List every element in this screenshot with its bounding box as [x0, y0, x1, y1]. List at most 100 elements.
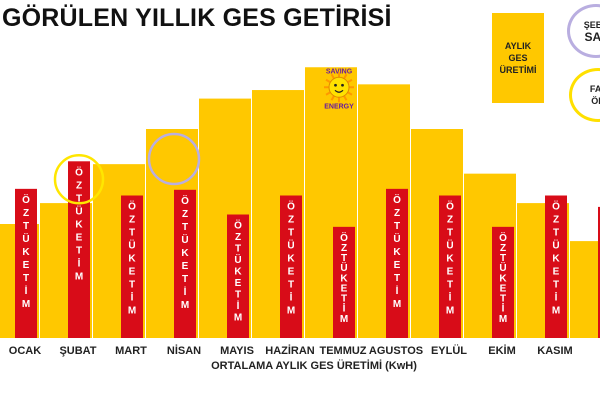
bar-text-char: K — [446, 254, 454, 265]
bar-text-char: T — [23, 221, 29, 232]
chart-title: GÖRÜLEN YILLIK GES GETİRİSİ — [2, 4, 392, 32]
sun-ray — [325, 91, 331, 96]
bar-text-char: Ü — [499, 261, 506, 274]
bar-text-char: M — [446, 306, 454, 317]
bar-text-char: Z — [235, 232, 241, 243]
category-label-ocak: OCAK — [9, 345, 41, 357]
sun-smile — [334, 89, 344, 93]
bar-text-char: Ü — [75, 204, 82, 217]
bar-text-char: Ö — [287, 200, 295, 213]
bar-text-char: T — [288, 280, 294, 291]
legend-label-line3: ÜRETİMİ — [499, 65, 537, 75]
bar-text-char: Z — [182, 209, 188, 220]
bar-text-char: Ü — [22, 232, 29, 245]
consumption-bar-kasim — [545, 195, 567, 338]
bar-text-char: K — [287, 254, 295, 265]
bar-text-char: Ö — [128, 200, 136, 213]
bar-text-char: Ü — [128, 239, 135, 252]
sun-ray — [325, 78, 331, 84]
bar-text-char: T — [182, 222, 188, 233]
category-label-kasim: KASIM — [537, 345, 572, 357]
bar-text-char: Ü — [234, 253, 241, 266]
category-label-mayis: MAYIS — [220, 345, 254, 357]
sun-face — [328, 76, 350, 98]
bar-text-char: Z — [447, 215, 453, 226]
sun-eye — [334, 83, 337, 87]
bar-text-char: T — [76, 193, 82, 204]
legend-production: AYLIK GES ÜRETİMİ — [492, 13, 544, 103]
bar-text-char: İ — [555, 291, 558, 304]
bar-text-char: M — [22, 299, 30, 310]
bar-text-char: T — [76, 245, 82, 256]
bar-text-char: T — [182, 274, 188, 285]
category-label-şubat: ŞUBAT — [59, 345, 96, 357]
bar-text-char: T — [129, 228, 135, 239]
consumption-bar-hazi̇ran — [280, 195, 302, 338]
saving-energy-logo: SAVING ENERGY — [324, 68, 354, 110]
bar-text-char: Ö — [75, 165, 83, 178]
logo-text-bottom: ENERGY — [324, 103, 354, 110]
bar-text-char: Z — [76, 180, 82, 191]
bar-text-char: M — [234, 313, 242, 324]
bar-text-char: İ — [237, 299, 240, 312]
bar-text-char: M — [499, 314, 507, 325]
bar-text-char: T — [288, 228, 294, 239]
bar-text-char: İ — [343, 302, 346, 315]
bar-text-char: K — [75, 219, 83, 230]
bar-text-char: Z — [23, 208, 29, 219]
bar-text-char: E — [447, 267, 454, 278]
bar-text-char: E — [394, 260, 401, 271]
consumption-bar-aralik — [598, 206, 600, 338]
bar-text-char: İ — [184, 285, 187, 298]
bar-text-char: M — [552, 306, 560, 317]
bar-text-char: E — [341, 283, 348, 294]
bar-text-char: İ — [449, 291, 452, 304]
logo-text-top: SAVING — [326, 68, 353, 75]
bar-text-char: Ü — [552, 239, 559, 252]
bar-text-char: E — [553, 267, 560, 278]
bar-text-char: T — [235, 290, 241, 301]
highlight-circle-şubat — [53, 154, 105, 205]
bar-text-char: Ö — [340, 231, 348, 244]
sun-ray — [347, 91, 353, 96]
invoice-note-line1: FAT — [589, 84, 600, 94]
consumption-bar-mayis — [227, 214, 249, 338]
bar-text-char: İ — [290, 291, 293, 304]
bar-text-char: Ü — [181, 233, 188, 246]
bar-text-char: K — [128, 254, 136, 265]
legend-label-line1: AYLIK — [504, 41, 532, 51]
sun-ray — [343, 95, 348, 101]
bar-text-char: E — [129, 267, 136, 278]
bar-text-char: K — [552, 254, 560, 265]
bar-text-char: E — [288, 267, 295, 278]
bar-text-char: E — [182, 261, 189, 272]
bar-text-char: T — [500, 253, 506, 264]
bar-text-char: Z — [394, 208, 400, 219]
bar-text-char: İ — [396, 284, 399, 297]
sun-ray — [347, 78, 353, 84]
bar-text-char: T — [23, 273, 29, 284]
bar-text-char: Ö — [393, 193, 401, 206]
bar-text-char: T — [553, 280, 559, 291]
bar-text-char: İ — [78, 256, 81, 269]
bar-text-char: E — [23, 260, 30, 271]
bar-text-char: T — [553, 228, 559, 239]
bar-text-char: T — [447, 228, 453, 239]
category-label-hazi̇ran: HAZİRAN — [265, 344, 315, 357]
bar-text-char: Ö — [499, 231, 507, 244]
bar-text-char: Ö — [181, 194, 189, 207]
category-label-eki̇m: EKİM — [488, 344, 516, 357]
bar-text-char: Z — [341, 243, 347, 254]
bar-text-char: T — [129, 280, 135, 291]
sun-ray — [343, 73, 348, 80]
bar-text-char: E — [500, 283, 507, 294]
grid-sale-note-line1: ŞEBE — [583, 20, 600, 30]
bar-text-char: Ü — [393, 232, 400, 245]
